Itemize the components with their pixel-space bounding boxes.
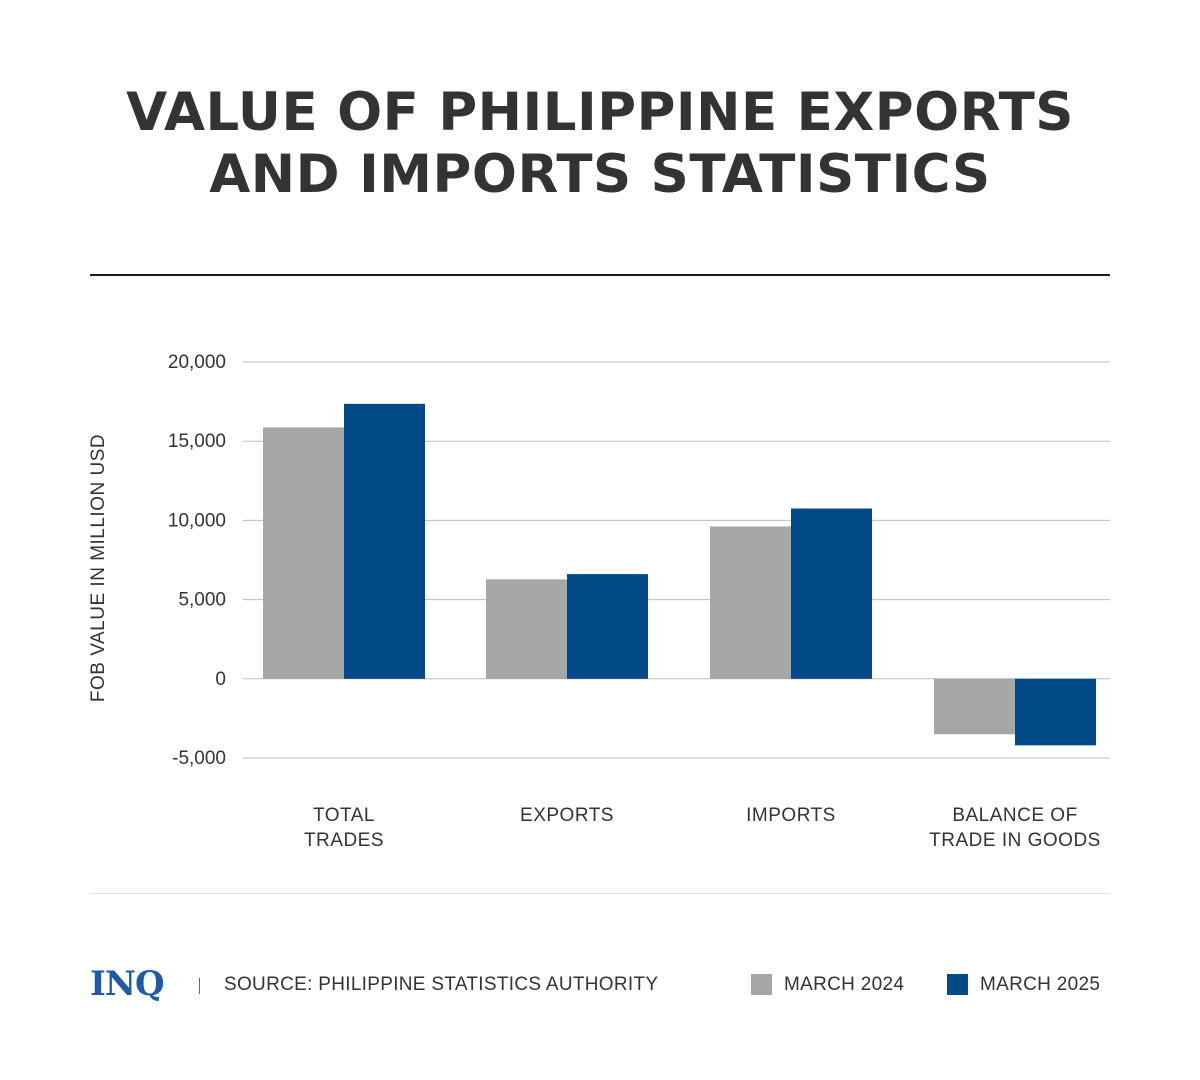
source-note: SOURCE: PHILIPPINE STATISTICS AUTHORITY xyxy=(224,974,659,995)
x-category-label-0-line-1: TRADES xyxy=(304,830,384,851)
bar-0-series-0 xyxy=(263,427,344,679)
chart-title: VALUE OF PHILIPPINE EXPORTS AND IMPORTS … xyxy=(0,82,1200,206)
bar-chart: 20,000 15,000 10,000 5,000 0 -5,000 FOB VALUE … xyxy=(88,352,1110,851)
y-tick-label-0: 20,000 xyxy=(168,352,226,373)
y-tick-label-2: 10,000 xyxy=(168,510,226,531)
x-category-label-3-line-0: BALANCE OF xyxy=(952,805,1077,826)
bar-0-series-1 xyxy=(344,403,425,679)
y-tick-label-5: -5,000 xyxy=(172,748,226,769)
inq-logo: INQ xyxy=(90,964,165,1004)
legend-swatch-march-2024 xyxy=(751,974,772,995)
chart-title-line-1: VALUE OF PHILIPPINE EXPORTS xyxy=(126,82,1074,143)
x-category-label-3-line-1: TRADE IN GOODS xyxy=(929,830,1101,851)
y-tick-label-3: 5,000 xyxy=(178,590,226,611)
y-tick-label-1: 15,000 xyxy=(168,431,226,452)
bar-2-series-0 xyxy=(710,526,791,679)
bar-1-series-0 xyxy=(486,579,567,679)
y-axis-label: FOB VALUE IN MILLION USD xyxy=(88,434,109,702)
x-category-label-2-line-0: IMPORTS xyxy=(746,805,836,826)
y-tick-label-4: 0 xyxy=(215,669,226,690)
legend-label-march-2024: MARCH 2024 xyxy=(784,974,905,995)
bar-3-series-0 xyxy=(934,678,1015,735)
title-divider xyxy=(90,274,1110,276)
legend-swatch-march-2025 xyxy=(947,974,968,995)
footer-divider xyxy=(90,893,1110,894)
footer: INQ SOURCE: PHILIPPINE STATISTICS AUTHOR… xyxy=(90,962,1110,1008)
bar-1-series-1 xyxy=(567,574,648,679)
chart-title-line-2: AND IMPORTS STATISTICS xyxy=(209,144,991,205)
x-category-label-1-line-0: EXPORTS xyxy=(520,805,614,826)
x-category-label-0-line-0: TOTAL xyxy=(313,805,375,826)
bar-3-series-1 xyxy=(1015,678,1096,746)
bar-2-series-1 xyxy=(791,508,872,679)
footer-separator xyxy=(199,978,200,994)
legend-label-march-2025: MARCH 2025 xyxy=(980,974,1101,995)
